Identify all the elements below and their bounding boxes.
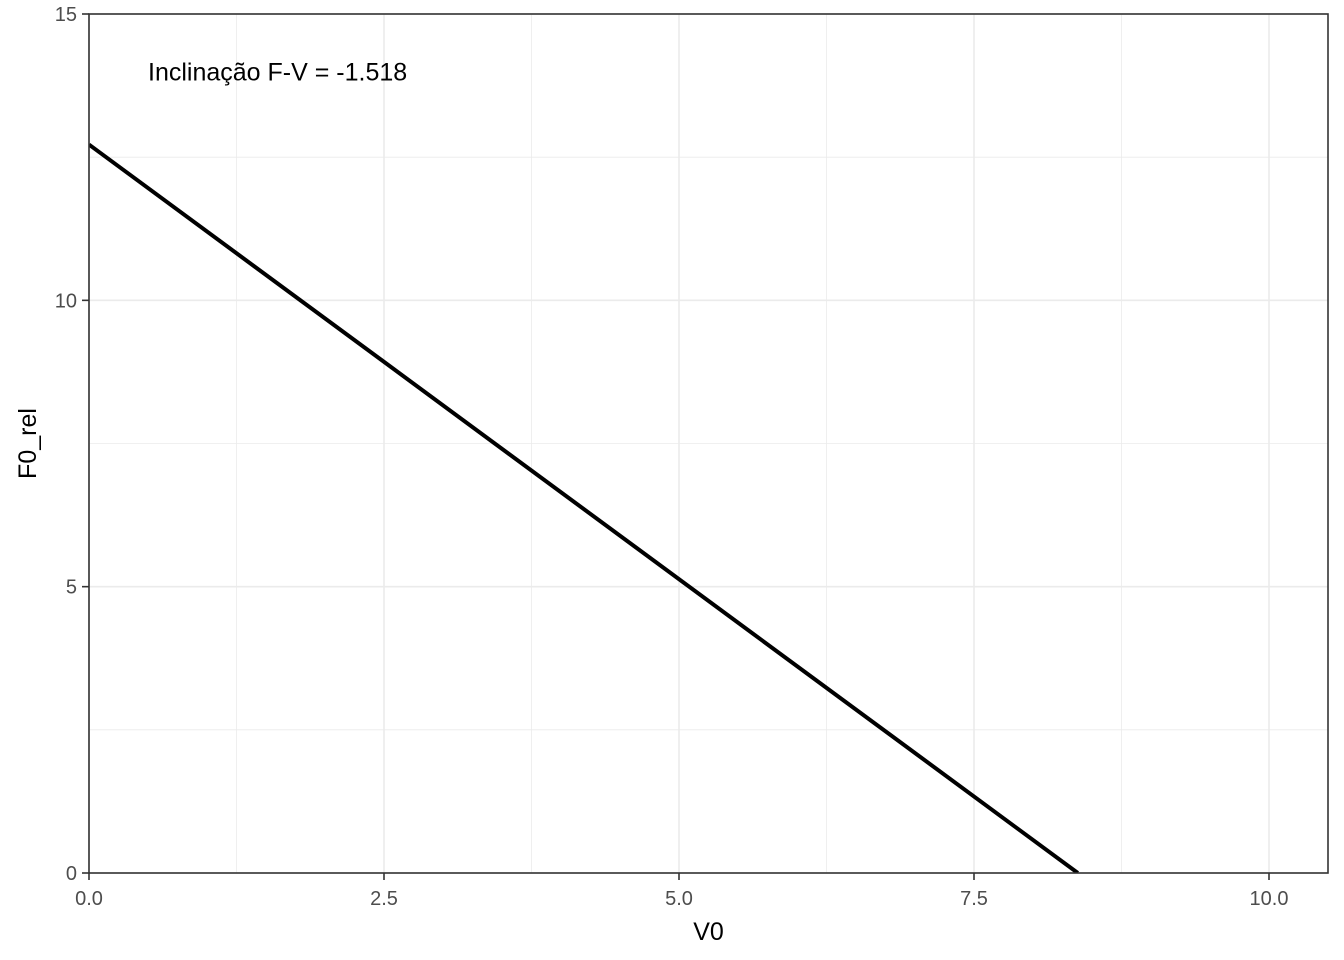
series-line-0 <box>89 142 1080 873</box>
x-tick-label: 2.5 <box>370 888 398 910</box>
x-tick-label: 7.5 <box>960 888 988 910</box>
annotations: Inclinação F-V = -1.518 <box>148 58 407 86</box>
y-axis: 0 5 10 15 <box>55 4 89 885</box>
y-tick-label: 15 <box>55 4 77 26</box>
y-tick-label: 0 <box>66 863 77 885</box>
series-layer <box>89 142 1080 873</box>
grid-minor <box>89 14 1328 873</box>
panel-border <box>88 13 1329 874</box>
y-axis-title: F0_rel <box>14 408 42 479</box>
x-tick-label: 10.0 <box>1250 888 1289 910</box>
x-axis-title: V0 <box>693 918 724 946</box>
y-tick-label: 5 <box>66 577 77 599</box>
y-tick-label: 10 <box>55 290 77 312</box>
x-axis: 0.0 2.5 5.0 7.5 10.0 <box>75 873 1288 910</box>
annotation-text: Inclinação F-V = -1.518 <box>148 58 407 86</box>
x-tick-label: 5.0 <box>665 888 693 910</box>
x-tick-label: 0.0 <box>75 888 103 910</box>
